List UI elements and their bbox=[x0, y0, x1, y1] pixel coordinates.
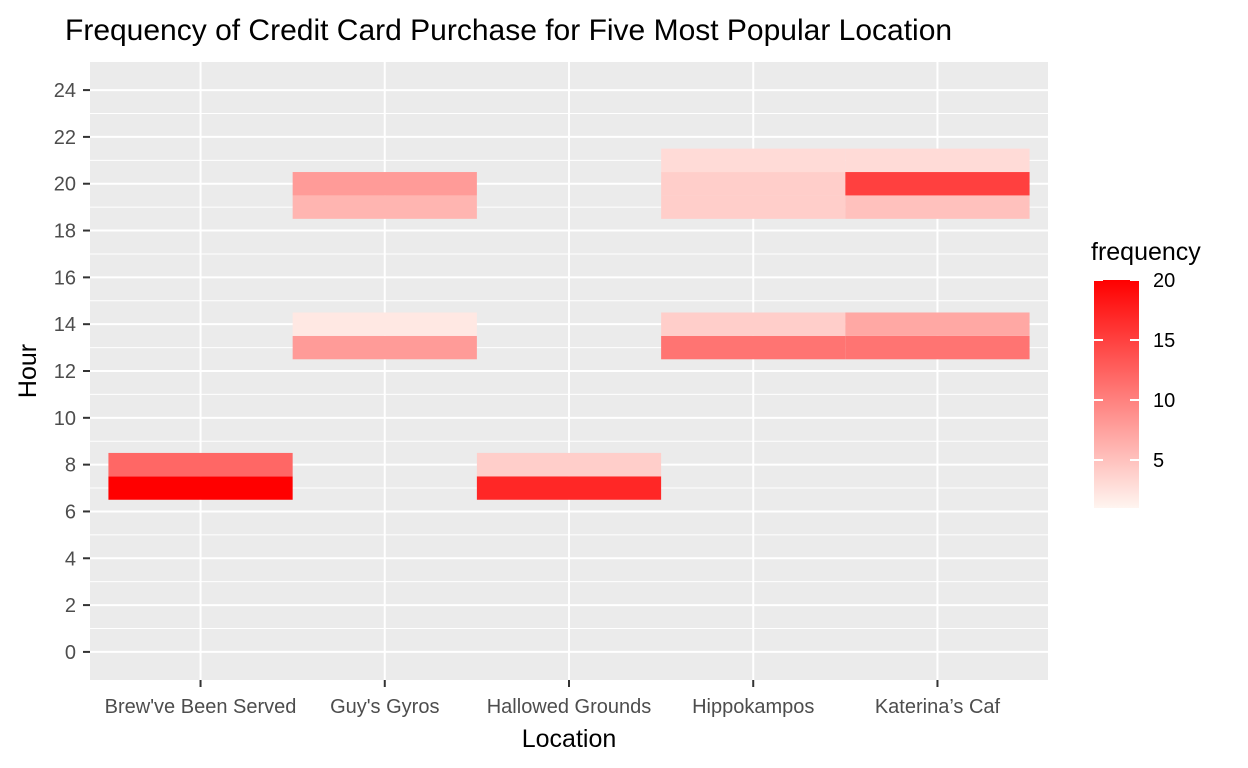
heatmap-tile bbox=[292, 312, 477, 336]
heatmap-tile bbox=[476, 476, 662, 500]
legend: frequency 5 10 15 20 bbox=[1091, 238, 1201, 508]
legend-tick-label: 5 bbox=[1153, 450, 1164, 472]
y-tick-label: 22 bbox=[54, 127, 76, 149]
heatmap-tile bbox=[845, 148, 1030, 173]
y-tick-label: 4 bbox=[65, 548, 76, 570]
legend-tick-label: 20 bbox=[1153, 270, 1175, 292]
x-tick-label: Hippokampos bbox=[692, 696, 814, 718]
y-tick-label: 12 bbox=[54, 361, 76, 383]
heatmap-tile bbox=[661, 172, 846, 196]
legend-title: frequency bbox=[1091, 238, 1201, 266]
y-tick-label: 8 bbox=[65, 455, 76, 477]
x-axis-title: Location bbox=[522, 725, 617, 753]
heatmap-tile bbox=[661, 148, 846, 173]
heatmap-tile bbox=[476, 452, 662, 477]
heatmap-tile bbox=[292, 195, 477, 219]
heatmap-tile bbox=[845, 195, 1030, 219]
x-axis: Brew've Been Served Guy's Gyros Hallowed G… bbox=[105, 680, 1001, 718]
legend-tick-label: 15 bbox=[1153, 330, 1175, 352]
heatmap-tiles bbox=[108, 148, 1030, 500]
y-tick-label: 18 bbox=[54, 221, 76, 243]
heatmap-tile bbox=[661, 195, 846, 219]
heatmap-tile bbox=[108, 476, 293, 500]
x-tick-label: Guy's Gyros bbox=[330, 696, 439, 718]
y-tick-label: 16 bbox=[54, 267, 76, 289]
chart-title: Frequency of Credit Card Purchase for Fi… bbox=[65, 14, 952, 47]
heatmap-tile bbox=[108, 452, 293, 477]
y-tick-label: 2 bbox=[65, 595, 76, 617]
heatmap-tile bbox=[845, 172, 1030, 196]
y-axis-title: Hour bbox=[14, 344, 42, 398]
y-tick-label: 24 bbox=[54, 80, 76, 102]
legend-ticks: 5 10 15 20 bbox=[1094, 270, 1175, 472]
y-tick-label: 20 bbox=[54, 174, 76, 196]
y-tick-label: 6 bbox=[65, 501, 76, 523]
x-tick-label: Katerina’s Caf bbox=[875, 696, 1001, 718]
x-tick-label: Brew've Been Served bbox=[105, 696, 297, 718]
legend-colorbar bbox=[1094, 280, 1139, 508]
legend-tick-label: 10 bbox=[1153, 390, 1175, 412]
y-tick-label: 0 bbox=[65, 642, 76, 664]
heatmap-tile bbox=[292, 335, 477, 360]
heatmap-tile bbox=[661, 335, 846, 360]
heatmap-tile bbox=[845, 335, 1030, 360]
heatmap-tile bbox=[845, 312, 1030, 336]
heatmap-tile bbox=[292, 172, 477, 196]
y-tick-label: 10 bbox=[54, 408, 76, 430]
heatmap-tile bbox=[661, 312, 846, 336]
x-tick-label: Hallowed Grounds bbox=[487, 696, 652, 718]
y-tick-label: 14 bbox=[54, 314, 76, 336]
